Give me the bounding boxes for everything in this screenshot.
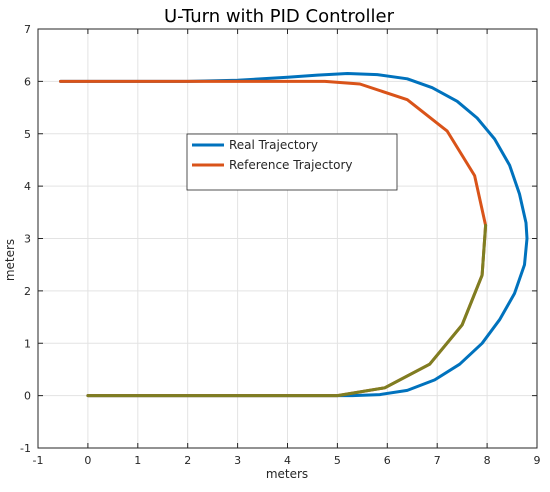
chart-title: U-Turn with PID Controller <box>164 6 395 27</box>
plot-area <box>59 72 529 398</box>
x-tick-label: 6 <box>384 454 391 467</box>
y-tick-label: 0 <box>24 390 31 403</box>
x-tick-label: -1 <box>33 454 44 467</box>
legend-entry: Reference Trajectory <box>229 158 353 172</box>
y-tick-label: 1 <box>24 337 31 350</box>
series-line-1 <box>59 72 529 398</box>
y-tick-label: 3 <box>24 233 31 246</box>
series-line-3 <box>86 223 488 398</box>
x-axis-label: meters <box>266 467 308 481</box>
y-tick-label: 2 <box>24 285 31 298</box>
legend-box <box>186 133 398 191</box>
x-tick-label: 7 <box>434 454 441 467</box>
x-tick-label: 3 <box>234 454 241 467</box>
x-tick-label: 8 <box>484 454 491 467</box>
y-tick-label: 7 <box>24 23 31 36</box>
y-tick-label: 6 <box>24 75 31 88</box>
x-tick-label: 4 <box>284 454 291 467</box>
legend: Real Trajectory Reference Trajectory <box>186 133 398 191</box>
x-tick-label: 2 <box>184 454 191 467</box>
y-tick-label: 4 <box>24 180 31 193</box>
x-tick-label: 9 <box>534 454 541 467</box>
x-tick-label: 5 <box>334 454 341 467</box>
x-tick-label: 1 <box>134 454 141 467</box>
y-tick-label: -1 <box>20 442 31 455</box>
y-tick-label: 5 <box>24 128 31 141</box>
x-tick-label: 0 <box>84 454 91 467</box>
legend-entry: Real Trajectory <box>229 138 318 152</box>
y-axis-label: meters <box>3 239 17 281</box>
axis-ticks: -1 0 1 2 3 4 5 6 7 8 9 -1 0 1 2 3 4 5 6 7 <box>20 23 540 467</box>
